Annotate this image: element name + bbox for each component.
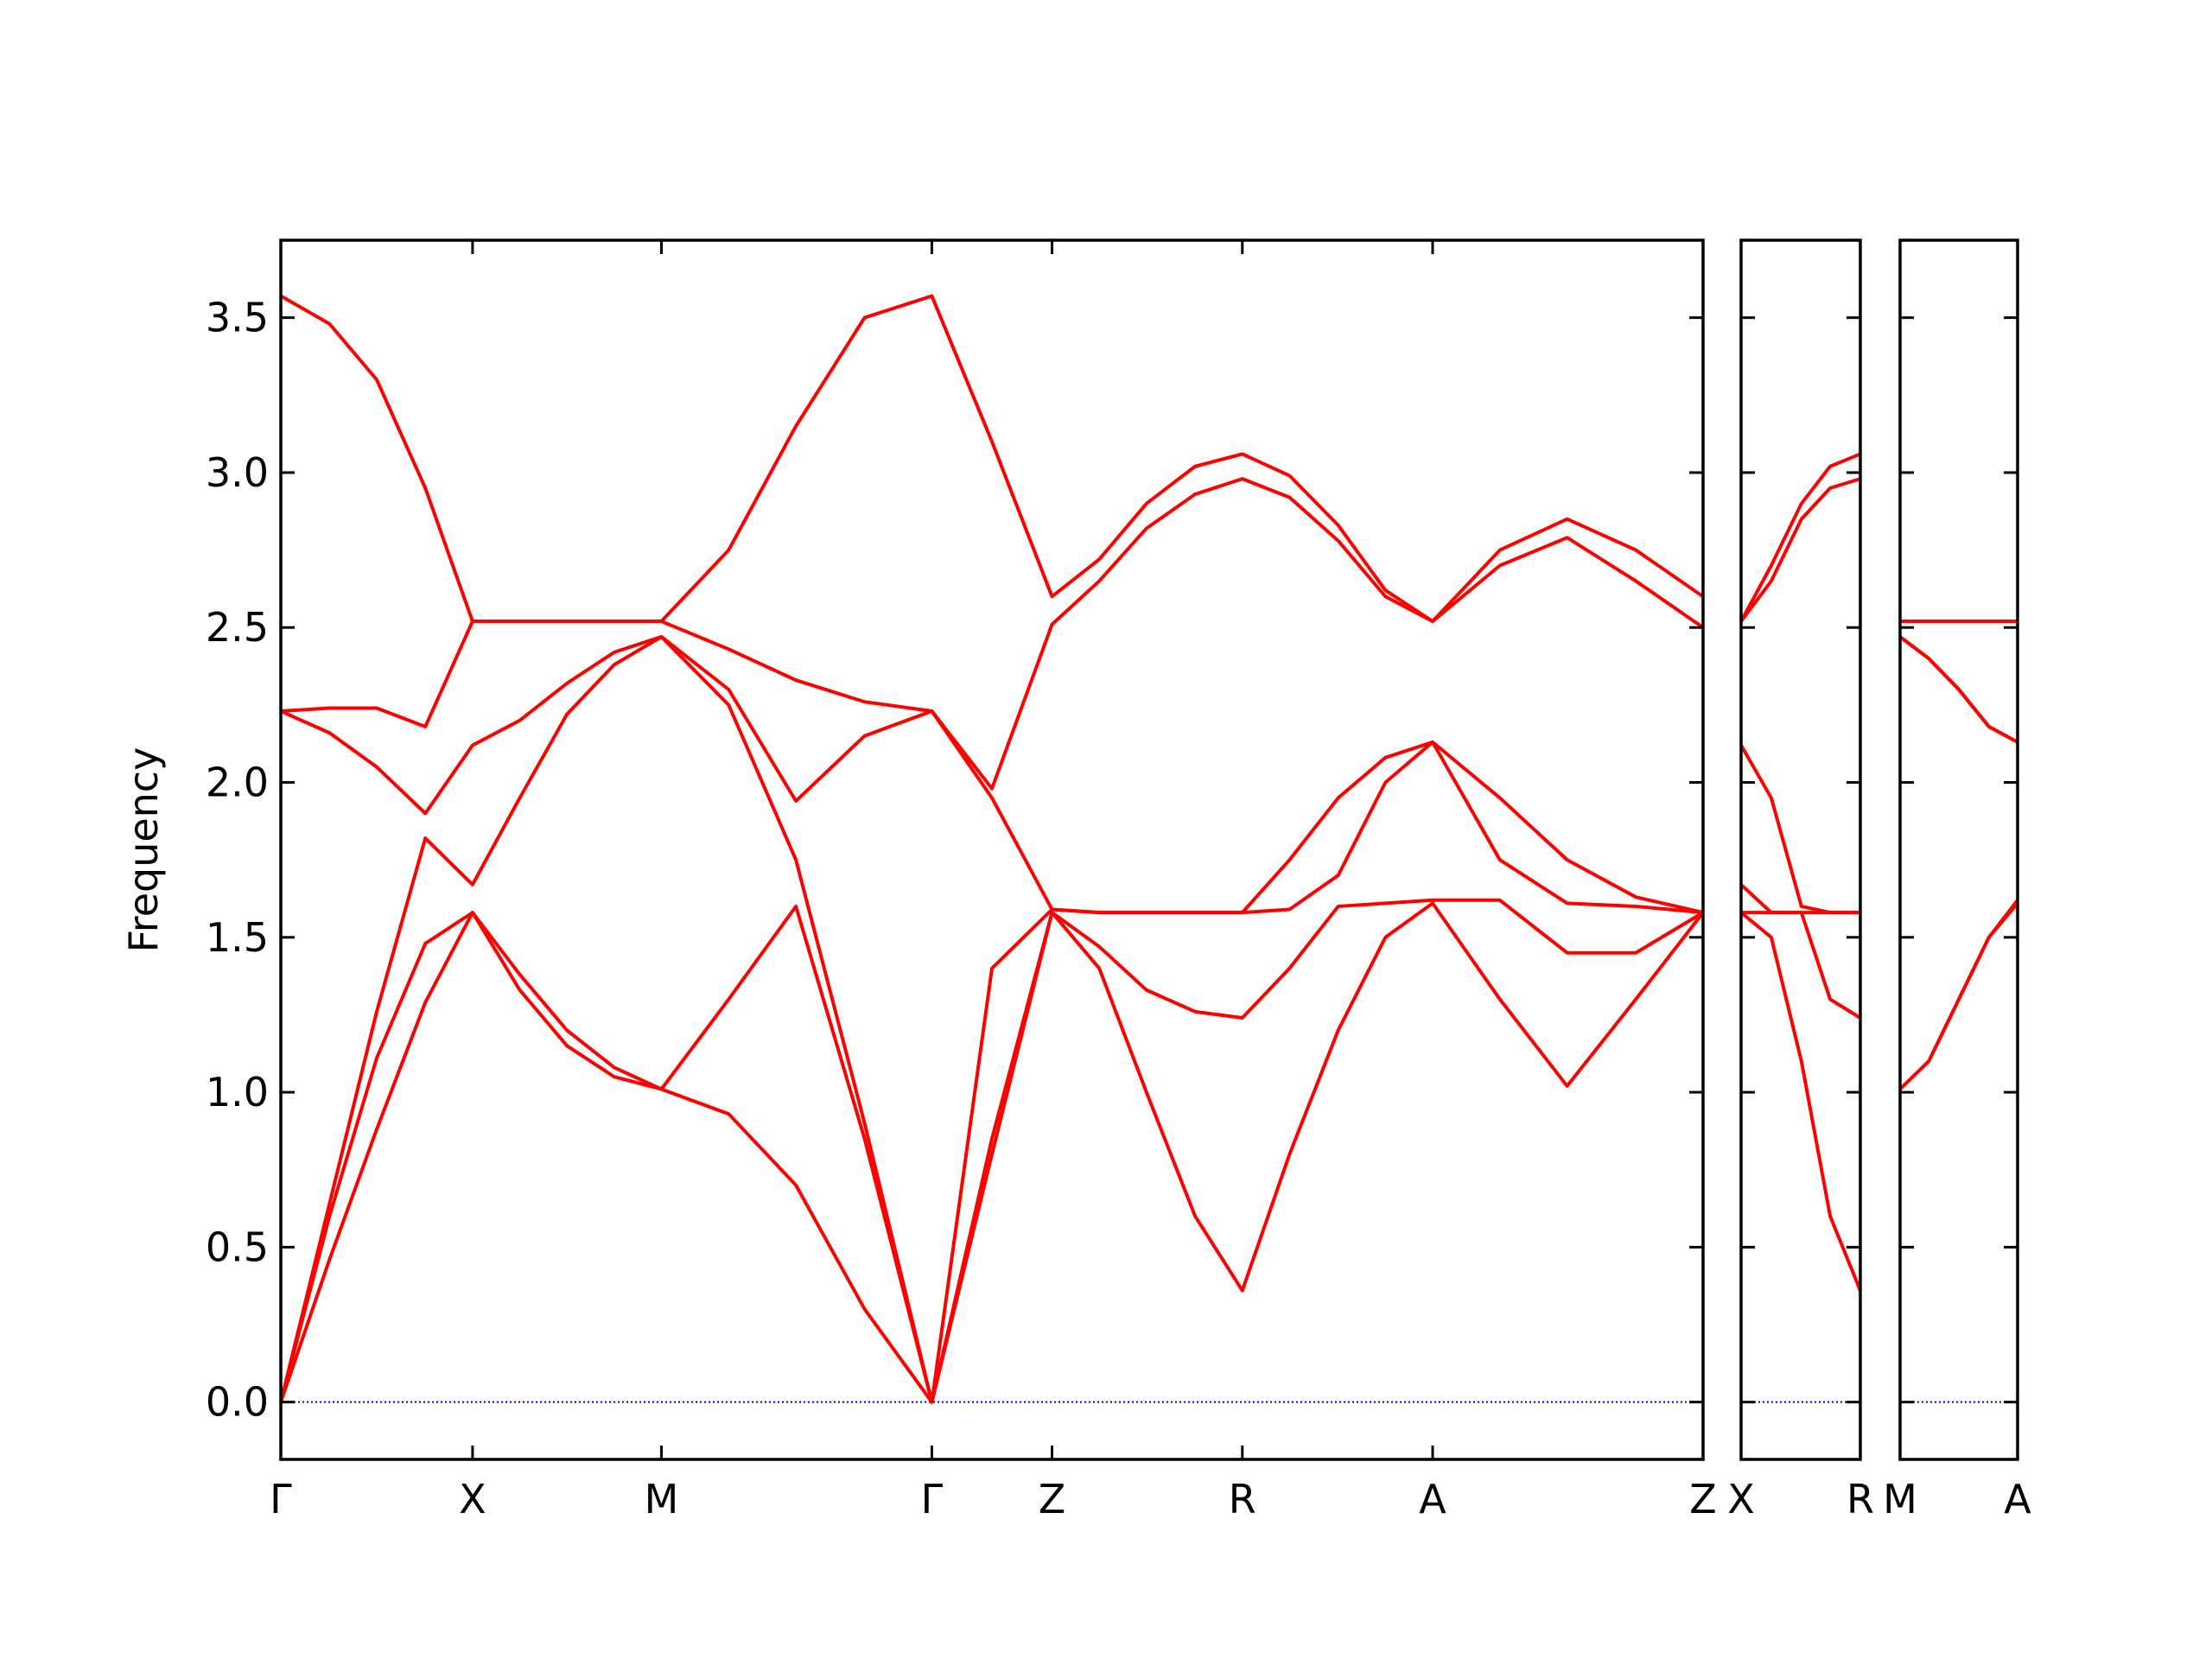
band-line (279, 901, 1705, 1404)
x-tick-label: Z (1689, 1476, 1717, 1522)
x-tick-label: M (1883, 1476, 1917, 1522)
x-tick-label: R (1847, 1476, 1874, 1522)
x-tick-label: M (645, 1476, 679, 1522)
band-line (1739, 744, 1860, 915)
band-line (280, 634, 1704, 915)
band-line (1898, 635, 2018, 744)
x-tick-label: A (2004, 1476, 2031, 1522)
plot-frame (1898, 238, 2019, 1461)
y-tick-label: 3.0 (206, 449, 269, 496)
plot-frame (279, 238, 1705, 1461)
band-line (280, 294, 1705, 624)
band-line (1739, 911, 1862, 1292)
x-tick-label: R (1229, 1476, 1256, 1522)
y-tick-label: 0.5 (206, 1224, 269, 1270)
band-line (1898, 899, 2019, 1090)
x-tick-label: X (459, 1476, 486, 1522)
y-tick-label: 2.0 (206, 760, 269, 806)
x-tick-label: Γ (270, 1476, 292, 1522)
band-line (1739, 452, 1861, 623)
x-tick-label: Z (1039, 1476, 1066, 1522)
band-line (279, 634, 1704, 1404)
y-tick-label: 2.5 (206, 604, 269, 651)
y-tick-label: 1.0 (206, 1069, 269, 1116)
x-tick-label: Γ (921, 1476, 944, 1522)
band-line (1739, 477, 1861, 623)
y-tick-label: 0.0 (206, 1379, 269, 1426)
y-tick-label: 1.5 (206, 914, 269, 961)
y-tick-label: 3.5 (206, 295, 269, 341)
band-line (279, 898, 1705, 1404)
band-line (280, 477, 1705, 791)
x-tick-label: X (1727, 1476, 1755, 1522)
x-tick-label: A (1419, 1476, 1446, 1522)
y-axis-label: Frequency (120, 747, 167, 953)
plot-frame (1739, 238, 1862, 1461)
